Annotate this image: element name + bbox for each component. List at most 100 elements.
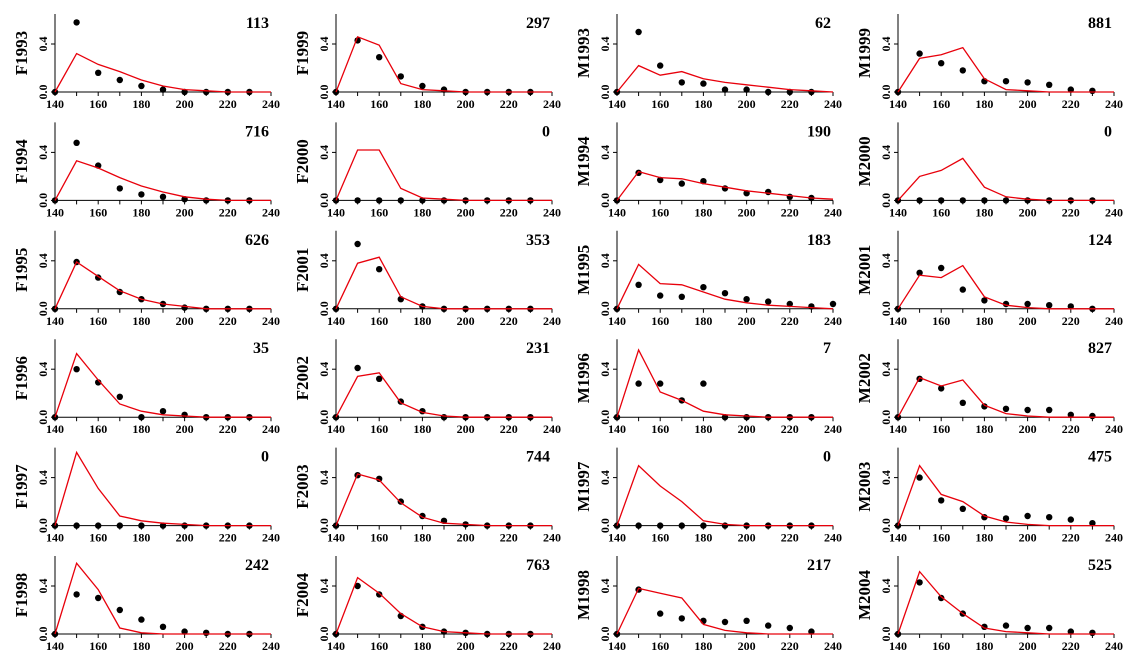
observed-point bbox=[1089, 412, 1096, 420]
x-tick-label: 160 bbox=[370, 97, 388, 111]
fitted-line bbox=[897, 46, 1114, 93]
observed-point bbox=[743, 414, 750, 421]
panel-title: F1993 bbox=[12, 31, 31, 75]
x-tick-label: 240 bbox=[543, 639, 561, 653]
y-tick-label: 0.4 bbox=[879, 579, 893, 594]
x-tick-label: 240 bbox=[262, 531, 280, 545]
panel-title: F2001 bbox=[293, 248, 312, 292]
x-tick-label: 140 bbox=[46, 639, 64, 653]
fitted-line bbox=[616, 587, 833, 635]
x-tick-label: 140 bbox=[889, 639, 907, 653]
x-tick-label: 160 bbox=[89, 314, 107, 328]
observed-point bbox=[440, 197, 448, 204]
panel-title: M1999 bbox=[855, 28, 874, 78]
x-tick-label: 200 bbox=[738, 205, 756, 219]
observed-point bbox=[440, 86, 448, 93]
panel-f1995: 140 160 180 200 220 240 0.0 0.4 F1995 626 bbox=[12, 230, 280, 328]
y-tick-label: 0.0 bbox=[598, 193, 612, 208]
x-tick-label: 200 bbox=[176, 422, 194, 436]
observed-point bbox=[376, 375, 383, 382]
x-tick-label: 140 bbox=[889, 422, 907, 436]
y-tick-label: 0.0 bbox=[317, 85, 331, 100]
observed-point bbox=[203, 88, 210, 96]
x-tick-label: 220 bbox=[500, 639, 518, 653]
x-tick-label: 220 bbox=[500, 314, 518, 328]
observed-point bbox=[635, 522, 642, 529]
x-tick-label: 180 bbox=[975, 639, 993, 653]
x-tick-label: 240 bbox=[1105, 314, 1123, 328]
y-tick-label: 0.0 bbox=[36, 410, 50, 425]
sample-size-label: 525 bbox=[1088, 557, 1112, 574]
x-tick-label: 160 bbox=[89, 639, 107, 653]
x-tick-label: 200 bbox=[1019, 639, 1037, 653]
x-tick-label: 240 bbox=[543, 205, 561, 219]
fitted-line bbox=[897, 570, 1114, 635]
panel-m1998: 140 160 180 200 220 240 0.0 0.4 M1998 217 bbox=[574, 556, 842, 653]
panel-m1997: 140 160 180 200 220 240 0.0 0.4 M1997 0 bbox=[574, 447, 842, 545]
x-tick-label: 180 bbox=[413, 422, 431, 436]
observed-point bbox=[159, 623, 167, 630]
observed-point bbox=[678, 522, 685, 529]
observed-point bbox=[765, 88, 772, 96]
observed-point bbox=[138, 522, 145, 529]
panel-f1993: 140 160 180 200 220 240 0.0 0.4 F1993 113 bbox=[12, 14, 280, 111]
observed-point bbox=[938, 594, 945, 602]
observed-point bbox=[765, 622, 772, 629]
observed-point bbox=[786, 624, 793, 632]
observed-point bbox=[159, 408, 167, 415]
observed-point bbox=[116, 76, 124, 84]
observed-point bbox=[635, 28, 642, 36]
y-tick-label: 0.0 bbox=[317, 193, 331, 208]
x-tick-label: 180 bbox=[132, 422, 150, 436]
y-tick-label: 0.4 bbox=[598, 253, 612, 268]
observed-point bbox=[1002, 405, 1010, 412]
y-tick-label: 0.0 bbox=[36, 85, 50, 100]
observed-point bbox=[657, 62, 664, 69]
x-tick-label: 240 bbox=[262, 205, 280, 219]
x-tick-label: 200 bbox=[457, 97, 475, 111]
panel-m1994: 140 160 180 200 220 240 0.0 0.4 M1994 190 bbox=[574, 122, 842, 219]
observed-point bbox=[354, 240, 361, 248]
y-tick-label: 0.4 bbox=[879, 253, 893, 268]
observed-point bbox=[635, 380, 642, 387]
x-tick-label: 140 bbox=[889, 97, 907, 111]
x-tick-label: 180 bbox=[132, 639, 150, 653]
x-tick-label: 160 bbox=[651, 314, 669, 328]
sample-size-label: 827 bbox=[1088, 340, 1112, 357]
observed-point bbox=[376, 475, 383, 482]
panel-m2001: 140 160 180 200 220 240 0.0 0.4 M2001 124 bbox=[855, 230, 1123, 328]
observed-point bbox=[1024, 79, 1031, 86]
fitted-line bbox=[335, 35, 552, 93]
observed-point bbox=[95, 522, 102, 529]
observed-point bbox=[116, 393, 124, 400]
sample-size-label: 763 bbox=[526, 557, 550, 574]
panel-f2001: 140 160 180 200 220 240 0.0 0.4 F2001 353 bbox=[293, 230, 561, 328]
x-tick-label: 200 bbox=[176, 97, 194, 111]
x-tick-label: 160 bbox=[932, 531, 950, 545]
observed-point bbox=[440, 414, 448, 421]
panel-m1999: 140 160 180 200 220 240 0.0 0.4 M1999 881 bbox=[855, 14, 1123, 111]
panel-f2003: 140 160 180 200 220 240 0.0 0.4 F2003 744 bbox=[293, 447, 561, 545]
x-tick-label: 140 bbox=[46, 97, 64, 111]
fitted-line bbox=[616, 464, 833, 527]
x-tick-label: 220 bbox=[500, 97, 518, 111]
sample-size-label: 62 bbox=[815, 15, 831, 32]
x-tick-label: 140 bbox=[608, 639, 626, 653]
observed-point bbox=[959, 399, 966, 406]
x-tick-label: 240 bbox=[1105, 422, 1123, 436]
x-tick-label: 220 bbox=[219, 314, 237, 328]
x-tick-label: 200 bbox=[1019, 422, 1037, 436]
observed-point bbox=[1002, 197, 1010, 204]
y-tick-label: 0.4 bbox=[36, 253, 50, 268]
y-tick-label: 0.4 bbox=[879, 470, 893, 485]
observed-point bbox=[1002, 515, 1010, 522]
x-tick-label: 220 bbox=[781, 205, 799, 219]
sample-size-label: 190 bbox=[807, 123, 831, 140]
x-tick-label: 180 bbox=[975, 314, 993, 328]
y-tick-label: 0.0 bbox=[36, 301, 50, 316]
x-tick-label: 140 bbox=[889, 205, 907, 219]
panel-title: M1994 bbox=[574, 136, 593, 187]
x-tick-label: 220 bbox=[781, 531, 799, 545]
observed-point bbox=[700, 284, 707, 291]
x-tick-label: 200 bbox=[457, 314, 475, 328]
